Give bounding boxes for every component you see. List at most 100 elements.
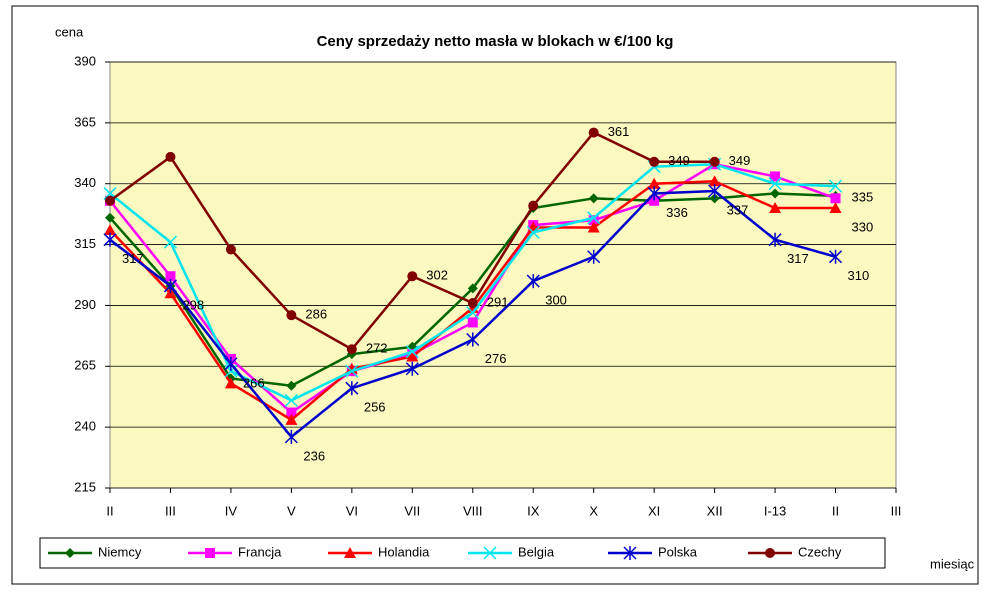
marker — [649, 156, 660, 167]
y-tick-label: 240 — [74, 419, 96, 434]
marker — [466, 332, 480, 347]
y-tick-label: 340 — [74, 175, 96, 190]
x-tick-label: VI — [346, 503, 358, 518]
marker — [829, 179, 843, 193]
data-label: 256 — [364, 400, 386, 415]
marker — [528, 200, 539, 211]
data-label: 291 — [487, 294, 509, 309]
data-label: 349 — [729, 153, 751, 168]
data-label: 298 — [182, 297, 204, 312]
marker — [467, 283, 478, 294]
legend-label: Czechy — [798, 544, 842, 559]
marker — [286, 310, 297, 321]
legend-label: Belgia — [518, 544, 555, 559]
marker — [588, 127, 599, 138]
marker — [709, 193, 720, 204]
legend-label: Niemcy — [98, 544, 142, 559]
marker — [105, 212, 115, 223]
marker — [405, 361, 419, 376]
marker — [103, 232, 117, 247]
y-tick-label: 265 — [74, 358, 96, 373]
x-tick-label: XI — [648, 503, 660, 518]
data-label: 337 — [727, 202, 749, 217]
marker — [344, 547, 356, 558]
data-label: 272 — [366, 341, 388, 356]
y-tick-label: 390 — [74, 53, 96, 68]
x-tick-label: II — [106, 503, 113, 518]
data-label: 310 — [848, 268, 870, 283]
marker — [829, 249, 843, 264]
marker — [105, 195, 115, 206]
y-tick-label: 215 — [74, 479, 96, 494]
x-tick-label: VII — [404, 503, 420, 518]
marker — [526, 274, 540, 289]
legend-label: Holandia — [378, 544, 430, 559]
data-label: 317 — [122, 251, 144, 266]
marker — [623, 546, 637, 560]
data-label: 335 — [852, 189, 874, 204]
x-tick-label: V — [287, 503, 296, 518]
legend-label: Polska — [658, 544, 698, 559]
marker — [224, 356, 238, 371]
x-tick-label: IV — [225, 503, 238, 518]
x-tick-label: VIII — [463, 503, 483, 518]
marker — [770, 188, 781, 199]
data-label: 330 — [852, 219, 874, 234]
data-label: 317 — [787, 251, 809, 266]
marker — [345, 364, 359, 378]
marker — [649, 195, 660, 206]
marker — [284, 393, 298, 407]
x-tick-label: I-13 — [764, 503, 786, 518]
y-tick-label: 365 — [74, 114, 96, 129]
x-tick-label: IX — [527, 503, 540, 518]
marker — [163, 235, 177, 249]
marker — [285, 413, 298, 425]
marker — [225, 244, 236, 255]
marker — [65, 548, 75, 558]
marker — [165, 271, 176, 282]
x-tick-label: III — [891, 503, 902, 518]
marker — [709, 156, 720, 167]
marker — [526, 225, 540, 239]
data-label: 361 — [608, 124, 630, 139]
marker — [587, 249, 601, 264]
marker — [768, 177, 782, 191]
marker — [286, 407, 297, 418]
x-axis-label: miesiąc — [930, 556, 975, 571]
data-label: 336 — [666, 205, 688, 220]
marker — [588, 215, 599, 226]
marker — [224, 377, 237, 389]
y-tick-label: 315 — [74, 236, 96, 251]
marker — [467, 297, 478, 308]
marker — [765, 548, 775, 558]
marker — [345, 381, 359, 396]
x-tick-label: X — [589, 503, 598, 518]
marker — [163, 278, 177, 293]
marker — [466, 306, 480, 320]
data-label: 286 — [305, 307, 327, 322]
marker — [769, 202, 782, 214]
marker — [587, 211, 601, 225]
marker — [405, 345, 419, 359]
marker — [648, 177, 661, 189]
data-label: 266 — [243, 375, 265, 390]
marker — [588, 193, 599, 204]
marker — [830, 193, 841, 204]
marker — [587, 221, 600, 233]
data-label: 300 — [545, 293, 567, 308]
marker — [708, 184, 722, 199]
data-label: 349 — [668, 153, 690, 168]
marker — [346, 344, 357, 355]
marker — [708, 175, 721, 187]
data-label: 302 — [426, 268, 448, 283]
marker — [467, 317, 478, 328]
marker — [483, 546, 497, 560]
marker — [407, 271, 418, 282]
marker — [284, 429, 298, 444]
marker — [768, 232, 782, 247]
x-tick-label: III — [165, 503, 176, 518]
x-tick-label: II — [832, 503, 839, 518]
marker — [406, 350, 419, 362]
x-tick-label: XII — [707, 503, 723, 518]
